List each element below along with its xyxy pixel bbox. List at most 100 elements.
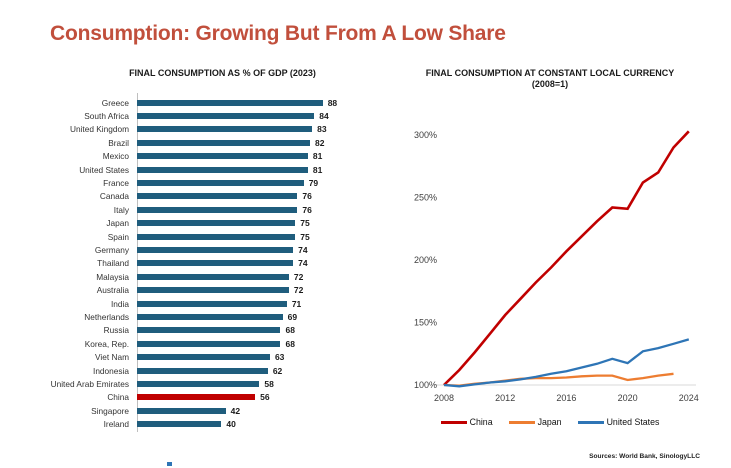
bar-row: Australia 72 xyxy=(45,283,375,296)
series-line-china xyxy=(443,130,690,386)
bar xyxy=(137,300,287,307)
bar-category-label: Germany xyxy=(94,244,129,255)
bar-category-label: Australia xyxy=(96,285,129,296)
bar-value-label: 40 xyxy=(226,419,236,430)
bar-category-label: Singapore xyxy=(91,405,129,416)
bar xyxy=(137,354,270,361)
bar-row: Netherlands 69 xyxy=(45,310,375,323)
x-axis-tick-label: 2012 xyxy=(495,393,515,403)
line-chart-plot: 100% 150% 200% 250% 300% 2008 2012 2016 2020 2024 xyxy=(414,130,699,403)
bar xyxy=(137,313,283,320)
bar xyxy=(137,139,311,146)
page-title: Consumption: Growing But From A Low Shar… xyxy=(50,22,506,45)
legend-swatch xyxy=(577,420,604,424)
bar-row: Spain 75 xyxy=(45,230,375,243)
bar-category-label: Mexico xyxy=(102,151,129,162)
legend-item-japan: Japan xyxy=(508,417,562,427)
bar-row: Viet Nam 63 xyxy=(45,350,375,363)
bar-row: Greece 88 xyxy=(45,96,375,109)
bar-category-label: Netherlands xyxy=(84,311,129,322)
bar-row: India 71 xyxy=(45,297,375,310)
x-axis-tick-label: 2016 xyxy=(556,393,576,403)
bar xyxy=(137,340,281,347)
source-note: Sources: World Bank, SinologyLLC xyxy=(589,453,700,460)
bar-value-label: 76 xyxy=(302,191,312,202)
footer-logo-mark xyxy=(167,462,172,466)
bar xyxy=(137,287,289,294)
legend-swatch xyxy=(440,420,467,424)
bar xyxy=(137,246,294,253)
y-axis-tick-label: 250% xyxy=(414,193,437,203)
bar-row: Japan 75 xyxy=(45,217,375,230)
bar-category-label: France xyxy=(103,178,129,189)
legend-item-china: China xyxy=(440,417,493,427)
bar-category-label: United Arab Emirates xyxy=(50,378,129,389)
bar-row: United States 81 xyxy=(45,163,375,176)
bar-category-label: South Africa xyxy=(84,111,129,122)
bar xyxy=(137,327,281,334)
bar-value-label: 75 xyxy=(300,231,310,242)
bar-chart-title: FINAL CONSUMPTION AS % OF GDP (2023) xyxy=(129,68,316,78)
bar-value-label: 69 xyxy=(287,311,298,322)
bar-value-label: 75 xyxy=(300,218,310,229)
bar-value-label: 42 xyxy=(230,405,241,416)
bar-value-label: 68 xyxy=(285,325,295,336)
bar xyxy=(137,380,260,387)
bar xyxy=(137,220,296,227)
bar xyxy=(137,407,226,414)
bar-category-label: Russia xyxy=(103,325,129,336)
bar-row: Thailand 74 xyxy=(45,257,375,270)
bar-row: Malaysia 72 xyxy=(45,270,375,283)
bar-row: Russia 68 xyxy=(45,324,375,337)
legend-label: China xyxy=(469,417,493,427)
bar-value-label: 58 xyxy=(264,378,274,389)
bar-value-label: 63 xyxy=(274,352,285,363)
bar-category-label: United Kingdom xyxy=(69,124,129,135)
bar xyxy=(137,153,308,160)
bar-category-label: Canada xyxy=(99,191,129,202)
bar-row: United Arab Emirates 58 xyxy=(45,377,375,390)
bar-value-label: 83 xyxy=(317,124,327,135)
y-axis-tick-label: 200% xyxy=(414,255,437,265)
bar-value-label: 84 xyxy=(319,111,329,122)
bar-category-label: Italy xyxy=(113,204,129,215)
x-axis-tick-label: 2020 xyxy=(618,393,638,403)
bar-category-label: China xyxy=(107,392,129,403)
bar-value-label: 62 xyxy=(272,365,283,376)
bar xyxy=(137,99,323,106)
bar-row: China 56 xyxy=(45,391,375,404)
bar-row: Mexico 81 xyxy=(45,150,375,163)
bar xyxy=(137,126,313,133)
bar-row: Italy 76 xyxy=(45,203,375,216)
bar-value-label: 82 xyxy=(315,137,325,148)
bar-category-label: Korea, Rep. xyxy=(84,338,129,349)
bar-category-label: Brazil xyxy=(108,137,129,148)
bar-value-label: 74 xyxy=(298,258,308,269)
bar xyxy=(137,233,296,240)
bar-category-label: Malaysia xyxy=(96,271,129,282)
bar-value-label: 72 xyxy=(293,285,304,296)
bar xyxy=(137,273,289,280)
x-axis-tick-label: 2024 xyxy=(679,393,699,403)
bar-row: United Kingdom 83 xyxy=(45,123,375,136)
bar-category-label: Greece xyxy=(101,97,129,108)
bar-category-label: India xyxy=(111,298,129,309)
legend-item-united-states: United States xyxy=(577,417,660,427)
y-axis-tick-label: 150% xyxy=(414,318,437,328)
bar xyxy=(137,206,298,213)
bar-value-label: 74 xyxy=(298,244,308,255)
bar-row: Canada 76 xyxy=(45,190,375,203)
bar-row: Singapore 42 xyxy=(45,404,375,417)
legend-label: United States xyxy=(606,417,660,427)
legend-swatch xyxy=(508,420,535,424)
bar-row: South Africa 84 xyxy=(45,109,375,122)
line-chart-legend: China Japan United States xyxy=(385,417,715,427)
bar-category-label: Thailand xyxy=(97,258,129,269)
bar xyxy=(137,367,268,374)
bar-value-label: 79 xyxy=(308,178,319,189)
bar-category-label: Indonesia xyxy=(93,365,129,376)
bar-category-label: Viet Nam xyxy=(95,352,129,363)
bar-row: Korea, Rep. 68 xyxy=(45,337,375,350)
line-chart-title: FINAL CONSUMPTION AT CONSTANT LOCAL CURR… xyxy=(425,68,675,78)
